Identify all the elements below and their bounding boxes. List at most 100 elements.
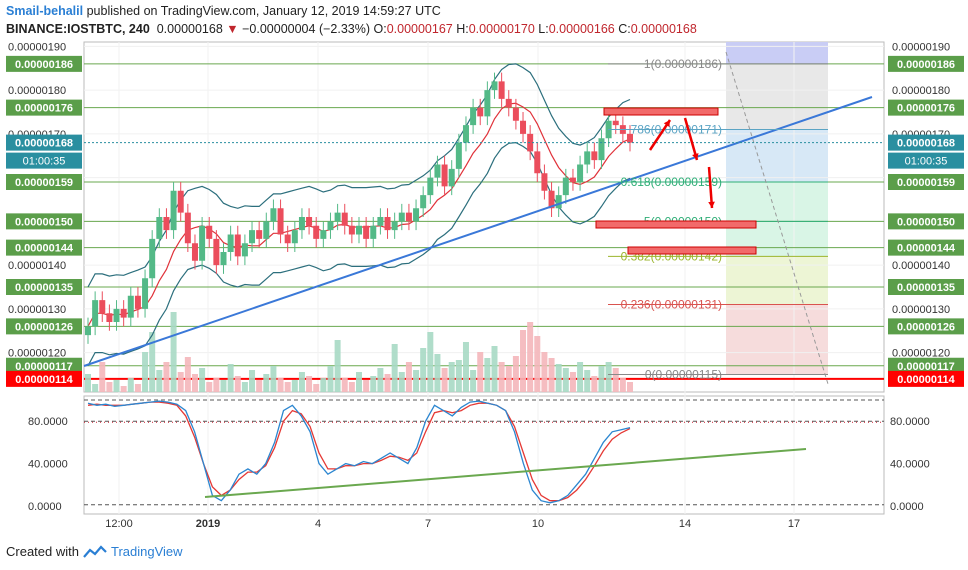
countdown-left-bg	[6, 152, 82, 169]
level-label-left-bg	[6, 239, 82, 256]
bollinger-upper	[87, 63, 631, 288]
open-label: O:	[373, 22, 387, 36]
tradingview-logo-icon	[83, 544, 107, 558]
high-label: H:	[456, 22, 469, 36]
level-label-left-bg	[6, 99, 82, 116]
volume-bar	[356, 372, 362, 392]
volume-bar	[191, 374, 198, 392]
candle-body	[441, 164, 448, 187]
volume-bar	[249, 370, 256, 392]
candle-body	[370, 225, 377, 239]
volume-bar	[598, 366, 605, 392]
y-tick-label-left: 0.00000120	[8, 348, 66, 360]
level-label-right-bg	[888, 239, 964, 256]
publish-info: Smail-behalil published on TradingView.c…	[6, 4, 441, 18]
fib-level-label: 1(0.00000186)	[644, 57, 722, 71]
volume-bar	[341, 378, 348, 392]
current-price-left: 0.00000168	[15, 138, 73, 150]
price-change: −0.00000004 (−2.33%)	[242, 22, 371, 36]
volume-bar	[241, 382, 248, 392]
candle-body	[520, 120, 527, 134]
candle-body	[377, 217, 384, 226]
candle-body	[391, 221, 398, 231]
stoch-k-line	[87, 400, 631, 504]
level-label-right: 0.00000176	[897, 103, 955, 115]
volume-bar	[477, 352, 484, 392]
candle-body	[398, 212, 405, 222]
candle-body	[484, 90, 491, 117]
fib-level-label: 0(0.00000115)	[645, 368, 722, 382]
level-label-right-bg	[888, 279, 964, 295]
volume-bar	[120, 386, 127, 392]
annotation-arrow	[683, 117, 699, 161]
candle-body	[227, 234, 234, 252]
level-label-right-bg	[888, 174, 964, 190]
tradingview-brand[interactable]: TradingView	[110, 544, 183, 559]
candle-body	[470, 107, 477, 126]
candle-body	[627, 133, 633, 143]
volume-bar	[348, 382, 355, 392]
candle-body	[156, 217, 163, 239]
y-tick-label-left: 0.00000180	[8, 85, 66, 97]
volume-bar	[534, 336, 541, 392]
x-tick-label: 4	[315, 518, 321, 530]
volume-bar	[142, 352, 149, 392]
candle-body	[534, 151, 541, 174]
level-label-right: 0.00000144	[897, 243, 956, 255]
stoch-trend-line	[204, 448, 807, 498]
candle-body	[569, 177, 576, 182]
volume-bar	[548, 358, 555, 392]
volume-bar	[541, 352, 548, 392]
y-tick-label-right: 0.00000140	[892, 260, 950, 272]
volume-bar	[484, 358, 491, 392]
candle-body	[384, 217, 391, 231]
volume-bar	[434, 354, 441, 392]
candle-body	[555, 195, 562, 209]
candle-body	[284, 234, 291, 244]
volume-bar	[413, 370, 420, 392]
x-tick-label: 10	[532, 518, 544, 530]
candle-body	[213, 238, 220, 266]
y-tick-label-left: 0.00000130	[8, 304, 66, 316]
bollinger-lower	[87, 141, 631, 367]
candle-body	[134, 295, 141, 309]
y-tick-label-right: 0.00000130	[892, 304, 950, 316]
countdown-right-bg	[888, 152, 964, 169]
level-label-right: 0.00000159	[897, 177, 955, 189]
volume-bar	[370, 376, 377, 392]
y-tick-label-right: 0.00000180	[892, 85, 950, 97]
candle-body	[113, 308, 120, 322]
candle-body	[477, 107, 484, 117]
volume-bar	[498, 362, 505, 392]
candle-body	[191, 243, 198, 261]
fib-zone	[726, 63, 828, 130]
volume-bar	[92, 384, 99, 392]
volume-bar	[306, 376, 313, 392]
stoch-d-line	[87, 401, 631, 502]
volume-bar	[234, 376, 241, 392]
volume-bar	[455, 360, 462, 392]
volume-bar	[612, 368, 619, 392]
level-label-right: 0.00000150	[897, 216, 955, 228]
volume-bar	[313, 384, 320, 392]
candle-body	[505, 98, 512, 108]
low-value: 0.00000166	[548, 22, 615, 36]
candle-body	[413, 208, 420, 222]
volume-bar	[263, 374, 270, 392]
price-pane-frame	[83, 41, 885, 393]
author-link[interactable]: Smail-behalil	[6, 4, 84, 18]
level-label-left-bg	[6, 357, 82, 374]
candle-body	[527, 133, 534, 152]
candle-body	[199, 225, 206, 261]
stoch-pane-frame	[83, 395, 885, 515]
candle-body	[348, 225, 355, 235]
open-value: 0.00000167	[386, 22, 453, 36]
volume-bar	[377, 368, 384, 392]
candle-body	[92, 300, 99, 327]
volume-bar	[220, 380, 227, 392]
volume-bar	[227, 364, 234, 392]
candle-body	[206, 225, 213, 239]
candle-body	[548, 190, 555, 209]
level-label-left: 0.00000150	[15, 216, 73, 228]
